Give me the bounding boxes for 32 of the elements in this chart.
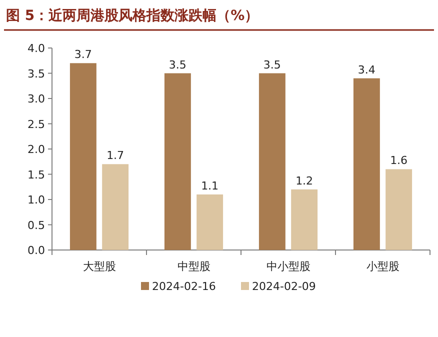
y-tick-label: 2.5 bbox=[28, 118, 45, 131]
x-tick-label: 小型股 bbox=[366, 260, 400, 273]
bar bbox=[196, 194, 224, 250]
data-label: 1.6 bbox=[390, 154, 408, 168]
bar bbox=[258, 73, 286, 250]
x-tick-label: 中型股 bbox=[177, 260, 210, 273]
data-label: 3.5 bbox=[263, 58, 281, 72]
legend-label: 2024-02-16 bbox=[152, 280, 216, 293]
data-label: 3.7 bbox=[74, 48, 92, 62]
bar bbox=[353, 78, 380, 250]
y-tick-label: 0.0 bbox=[28, 244, 45, 257]
bar bbox=[70, 63, 96, 250]
y-tick-label: 0.5 bbox=[28, 218, 45, 232]
data-label: 1.2 bbox=[296, 174, 314, 188]
y-tick-label: 3.5 bbox=[28, 67, 45, 80]
data-label: 1.1 bbox=[201, 179, 219, 192]
bar bbox=[291, 189, 318, 250]
bar bbox=[386, 169, 412, 250]
y-tick-label: 1.5 bbox=[28, 168, 45, 182]
data-label: 3.5 bbox=[168, 58, 186, 72]
y-tick-label: 3.0 bbox=[28, 92, 45, 106]
y-tick-label: 2.0 bbox=[28, 143, 45, 156]
bar bbox=[102, 164, 129, 250]
data-label: 3.4 bbox=[358, 63, 376, 76]
data-label: 1.7 bbox=[106, 149, 124, 162]
legend-label: 2024-02-09 bbox=[252, 280, 316, 293]
y-tick-label: 4.0 bbox=[28, 42, 45, 55]
x-tick-label: 大型股 bbox=[82, 260, 116, 273]
y-tick-label: 1.0 bbox=[28, 194, 45, 206]
bar bbox=[164, 73, 191, 250]
x-tick-label: 中小型股 bbox=[266, 260, 310, 273]
title: 图 5：近两周港股风格指数涨跌幅（%） bbox=[6, 8, 259, 24]
